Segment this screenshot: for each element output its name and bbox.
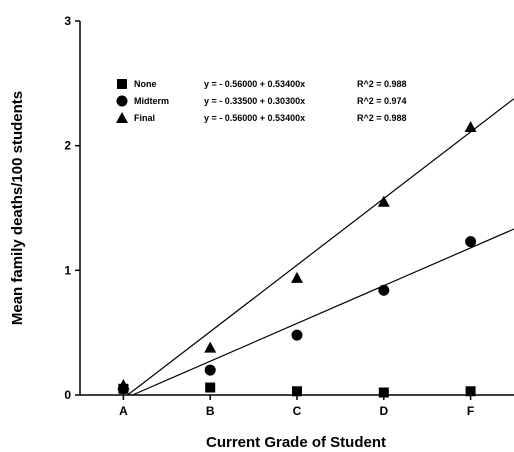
x-tick-label: B — [206, 404, 215, 418]
x-tick-label: C — [293, 404, 302, 418]
legend-r2: R^2 = 0.974 — [357, 96, 407, 106]
x-tick-label: D — [379, 404, 388, 418]
x-tick-label: F — [467, 404, 474, 418]
y-tick-label: 1 — [64, 263, 71, 277]
x-axis-title: Current Grade of Student — [206, 434, 386, 451]
y-axis-title: Mean family deaths/100 students — [9, 91, 26, 325]
legend-equation: y = - 0.33500 + 0.30300x — [204, 96, 305, 106]
legend-marker-midterm — [116, 95, 128, 107]
fit-lines — [127, 98, 514, 396]
point-midterm — [204, 364, 216, 376]
point-none — [292, 386, 302, 397]
point-final — [377, 195, 390, 207]
y-tick-label: 3 — [64, 14, 71, 28]
point-none — [205, 382, 216, 393]
fit-line-midterm — [132, 228, 514, 396]
point-midterm — [465, 236, 477, 248]
point-final — [464, 120, 477, 132]
point-none — [378, 387, 389, 398]
legend-equation: y = - 0.56000 + 0.53400x — [204, 79, 305, 89]
point-final — [291, 271, 303, 283]
legend-r2: R^2 = 0.988 — [357, 79, 407, 89]
legend: None y = - 0.56000 + 0.53400x R^2 = 0.988 M… — [116, 79, 407, 123]
legend-equation: y = - 0.56000 + 0.53400x — [204, 113, 305, 123]
point-none — [465, 386, 476, 397]
point-final — [117, 379, 130, 391]
legend-marker-final — [116, 112, 128, 123]
legend-marker-none — [117, 79, 127, 89]
legend-label: Final — [134, 113, 155, 123]
fit-line-final — [127, 98, 514, 396]
point-final — [204, 341, 217, 353]
y-ticks: 0 1 2 3 — [64, 14, 80, 402]
legend-label: Midterm — [134, 96, 169, 106]
y-tick-label: 0 — [64, 388, 71, 402]
markers — [117, 120, 477, 398]
legend-r2: R^2 = 0.988 — [357, 113, 407, 123]
y-tick-label: 2 — [64, 139, 71, 153]
point-midterm — [378, 284, 390, 296]
x-tick-label: A — [119, 404, 128, 418]
legend-label: None — [134, 79, 157, 89]
point-midterm — [291, 329, 303, 341]
